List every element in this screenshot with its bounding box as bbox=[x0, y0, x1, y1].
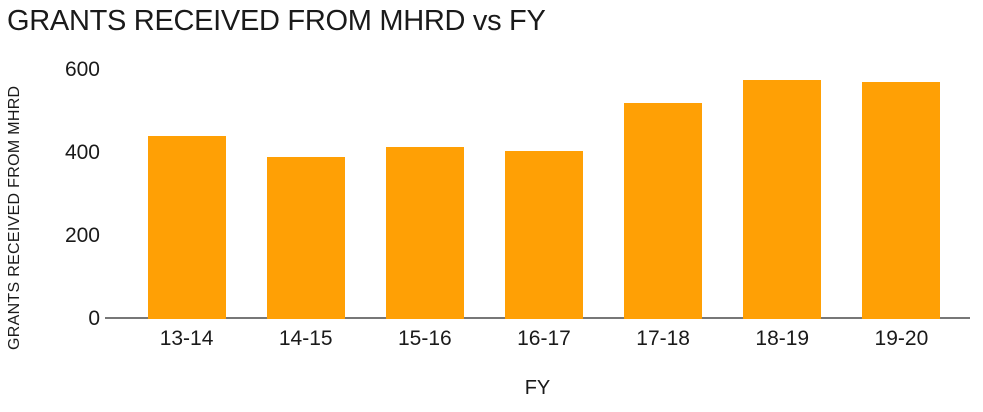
x-tick-label: 18-19 bbox=[755, 327, 810, 350]
bar-17-18 bbox=[624, 103, 703, 319]
bar-13-14 bbox=[147, 136, 226, 319]
bar-18-19 bbox=[743, 80, 822, 319]
x-tick-label: 19-20 bbox=[874, 327, 929, 350]
y-tick-label: 200 bbox=[64, 224, 100, 247]
bar-19-20 bbox=[862, 82, 941, 319]
bar-15-16 bbox=[385, 146, 464, 319]
x-tick-label: 14-15 bbox=[278, 327, 333, 350]
bar-16-17 bbox=[505, 150, 583, 319]
x-tick-label: 17-18 bbox=[636, 327, 690, 350]
x-tick-label: 13-14 bbox=[159, 327, 214, 350]
y-tick-label: 0 bbox=[88, 307, 100, 330]
x-tick-label: 16-17 bbox=[517, 327, 571, 350]
chart-title: GRANTS RECEIVED FROM MHRD vs FY bbox=[7, 5, 546, 37]
bar-14-15 bbox=[266, 157, 345, 319]
x-axis-title: FY bbox=[524, 377, 551, 399]
y-tick-label: 400 bbox=[64, 141, 100, 164]
x-tick-label: 15-16 bbox=[397, 327, 452, 350]
y-tick-label: 600 bbox=[64, 58, 100, 81]
